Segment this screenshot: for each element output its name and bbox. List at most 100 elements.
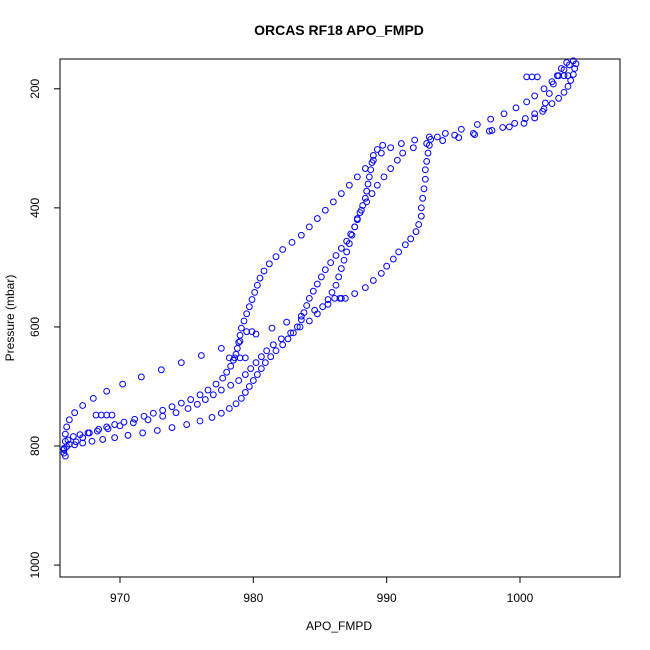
data-point-0-195 [393,156,401,164]
data-point-0-232 [241,389,249,396]
data-point-0-201 [471,131,479,139]
data-point-0-259 [356,209,364,217]
data-point-0-88 [424,149,432,157]
data-point-0-168 [252,359,260,367]
chart-title: ORCAS RF18 APO_FMPD [254,22,424,38]
data-point-0-196 [399,149,407,157]
data-point-0-248 [309,287,317,295]
data-point-0-170 [263,347,271,355]
data-point-0-125 [65,416,73,424]
data-point-0-9 [103,423,111,431]
data-point-0-120 [119,380,127,388]
data-point-0-19 [196,391,204,399]
data-point-0-123 [79,402,87,409]
data-point-0-162 [209,391,217,399]
data-point-0-198 [423,140,431,147]
data-point-0-121 [103,387,111,395]
data-point-0-40 [272,253,280,261]
data-point-0-203 [499,124,507,131]
y-tick-label-4: 1000 [28,551,42,578]
data-point-0-126 [63,423,71,431]
data-point-0-154 [116,422,124,430]
data-point-0-194 [387,165,395,172]
data-point-0-12 [131,415,139,423]
data-point-0-202 [485,127,493,135]
data-point-0-151 [84,429,92,437]
data-point-0-75 [549,80,557,88]
data-point-0-226 [196,417,204,425]
data-point-0-46 [321,206,329,214]
data-point-0-98 [407,235,415,243]
data-point-0-31 [240,317,248,325]
y-tick-label-2: 600 [28,317,42,337]
data-point-0-64 [523,98,531,106]
data-point-0-35 [251,288,259,296]
data-point-0-38 [260,267,268,275]
y-tick-label-1: 400 [28,198,42,218]
data-point-0-33 [245,303,253,311]
data-point-0-43 [297,231,305,239]
data-point-0-65 [531,92,539,100]
data-point-0-236 [257,365,265,373]
data-point-0-32 [243,310,251,318]
data-point-0-245 [300,309,308,317]
data-point-0-106 [351,290,359,297]
data-point-0-173 [287,329,295,337]
data-point-0-105 [361,284,369,292]
data-point-0-222 [139,429,147,437]
data-point-0-89 [423,158,431,165]
data-point-0-85 [433,133,441,141]
data-point-0-263 [364,180,372,188]
data-point-0-8 [95,425,103,433]
data-point-0-60 [473,121,481,128]
data-point-0-17 [177,399,185,407]
data-point-0-104 [369,277,377,284]
data-point-0-48 [337,190,345,197]
data-point-0-167 [247,365,255,373]
data-point-0-242 [289,329,297,337]
data-point-0-216 [71,441,79,449]
data-point-0-23 [223,368,231,376]
data-point-0-22 [219,374,227,382]
data-point-0-63 [512,104,520,112]
data-point-0-116 [197,352,205,359]
data-point-0-243 [293,323,301,331]
data-point-0-207 [540,105,548,113]
data-point-0-76 [545,90,553,97]
data-point-0-56 [411,136,419,144]
data-point-0-115 [217,344,225,352]
y-tick-label-0: 200 [28,78,42,98]
data-point-0-66 [540,85,548,93]
data-point-0-199 [439,137,447,144]
data-point-0-152 [93,427,101,435]
data-point-0-156 [144,416,152,424]
data-point-0-164 [227,381,235,389]
data-point-0-16 [168,403,176,411]
data-point-0-96 [415,221,423,228]
data-point-0-224 [168,424,176,431]
data-point-0-211 [564,82,572,90]
data-point-0-55 [397,140,405,147]
data-point-0-181 [335,273,343,281]
data-point-0-268 [373,146,381,153]
data-point-0-255 [343,237,351,245]
data-point-0-41 [279,246,287,253]
data-point-0-11 [120,418,128,426]
data-point-0-176 [313,310,321,318]
data-point-0-215 [572,60,580,68]
data-point-0-257 [351,223,359,231]
data-point-0-223 [153,427,161,434]
data-point-0-157 [159,412,167,420]
data-point-0-267 [369,152,377,159]
data-point-0-1 [60,449,68,457]
data-point-0-37 [256,274,264,282]
data-point-0-184 [343,248,351,256]
series-layer [60,57,580,460]
data-point-0-218 [88,437,96,445]
data-point-0-228 [217,409,225,417]
data-point-0-175 [305,317,313,325]
data-point-0-180 [332,281,340,289]
data-point-0-139 [248,328,256,336]
data-point-0-261 [361,194,369,202]
